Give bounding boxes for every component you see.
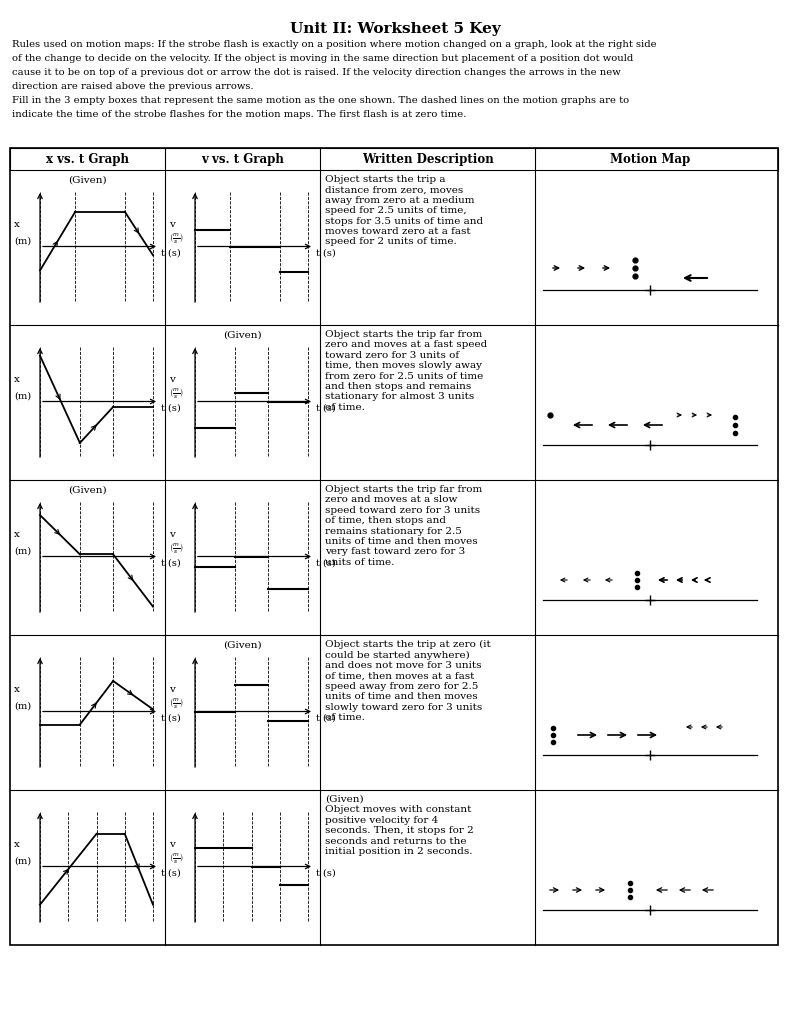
- Text: t (s): t (s): [316, 714, 335, 723]
- Text: of the change to decide on the velocity. If the object is moving in the same dir: of the change to decide on the velocity.…: [12, 54, 634, 63]
- Text: $\left(\frac{m}{s}\right)$: $\left(\frac{m}{s}\right)$: [169, 230, 184, 245]
- Text: (m): (m): [14, 701, 31, 711]
- Text: x vs. t Graph: x vs. t Graph: [46, 153, 129, 166]
- Text: (m): (m): [14, 391, 31, 400]
- Text: t (s): t (s): [316, 249, 335, 257]
- Text: x: x: [14, 841, 20, 849]
- Text: x: x: [14, 530, 20, 540]
- Bar: [10, 148, 778, 170]
- Text: Object starts the trip far from
zero and moves at a slow
speed toward zero for 3: Object starts the trip far from zero and…: [325, 485, 483, 567]
- Text: indicate the time of the strobe flashes for the motion maps. The first flash is : indicate the time of the strobe flashes …: [12, 110, 467, 119]
- Text: t (s): t (s): [316, 403, 335, 413]
- Text: (Given): (Given): [223, 641, 262, 650]
- Text: Written Description: Written Description: [361, 153, 494, 166]
- Text: Object starts the trip far from
zero and moves at a fast speed
toward zero for 3: Object starts the trip far from zero and…: [325, 330, 487, 412]
- Text: v: v: [169, 841, 175, 849]
- Text: direction are raised above the previous arrows.: direction are raised above the previous …: [12, 82, 253, 91]
- Text: v: v: [169, 220, 175, 229]
- Text: v: v: [169, 375, 175, 384]
- Text: Fill in the 3 empty boxes that represent the same motion as the one shown. The d: Fill in the 3 empty boxes that represent…: [12, 96, 629, 105]
- Text: t (s): t (s): [316, 558, 335, 567]
- Text: $\left(\frac{m}{s}\right)$: $\left(\frac{m}{s}\right)$: [169, 695, 184, 710]
- Text: v: v: [169, 530, 175, 540]
- Text: $\left(\frac{m}{s}\right)$: $\left(\frac{m}{s}\right)$: [169, 541, 184, 555]
- Text: t (s): t (s): [161, 714, 181, 723]
- Text: Object starts the trip at zero (it
could be started anywhere)
and does not move : Object starts the trip at zero (it could…: [325, 640, 490, 722]
- Text: $\left(\frac{m}{s}\right)$: $\left(\frac{m}{s}\right)$: [169, 386, 184, 399]
- Text: (m): (m): [14, 547, 31, 556]
- Text: v: v: [169, 685, 175, 694]
- Text: (m): (m): [14, 856, 31, 865]
- Text: x: x: [14, 375, 20, 384]
- Text: Rules used on motion maps: If the strobe flash is exactly on a position where mo: Rules used on motion maps: If the strobe…: [12, 40, 657, 49]
- Text: Unit II: Worksheet 5 Key: Unit II: Worksheet 5 Key: [290, 22, 501, 36]
- Text: x: x: [14, 685, 20, 694]
- Text: t (s): t (s): [161, 868, 181, 878]
- Text: v vs. t Graph: v vs. t Graph: [201, 153, 284, 166]
- Text: Object starts the trip a
distance from zero, moves
away from zero at a medium
sp: Object starts the trip a distance from z…: [325, 175, 483, 247]
- Text: t (s): t (s): [161, 558, 181, 567]
- Text: (Given): (Given): [68, 176, 107, 185]
- Text: (Given): (Given): [68, 486, 107, 495]
- Text: (Given)
Object moves with constant
positive velocity for 4
seconds. Then, it sto: (Given) Object moves with constant posit…: [325, 795, 474, 856]
- Text: cause it to be on top of a previous dot or arrow the dot is raised. If the veloc: cause it to be on top of a previous dot …: [12, 68, 621, 77]
- Bar: [10, 148, 778, 945]
- Text: x: x: [14, 220, 20, 229]
- Text: Motion Map: Motion Map: [610, 153, 690, 166]
- Text: t (s): t (s): [161, 249, 181, 257]
- Text: t (s): t (s): [316, 868, 335, 878]
- Text: (Given): (Given): [223, 331, 262, 340]
- Text: t (s): t (s): [161, 403, 181, 413]
- Text: (m): (m): [14, 237, 31, 246]
- Text: $\left(\frac{m}{s}\right)$: $\left(\frac{m}{s}\right)$: [169, 851, 184, 865]
